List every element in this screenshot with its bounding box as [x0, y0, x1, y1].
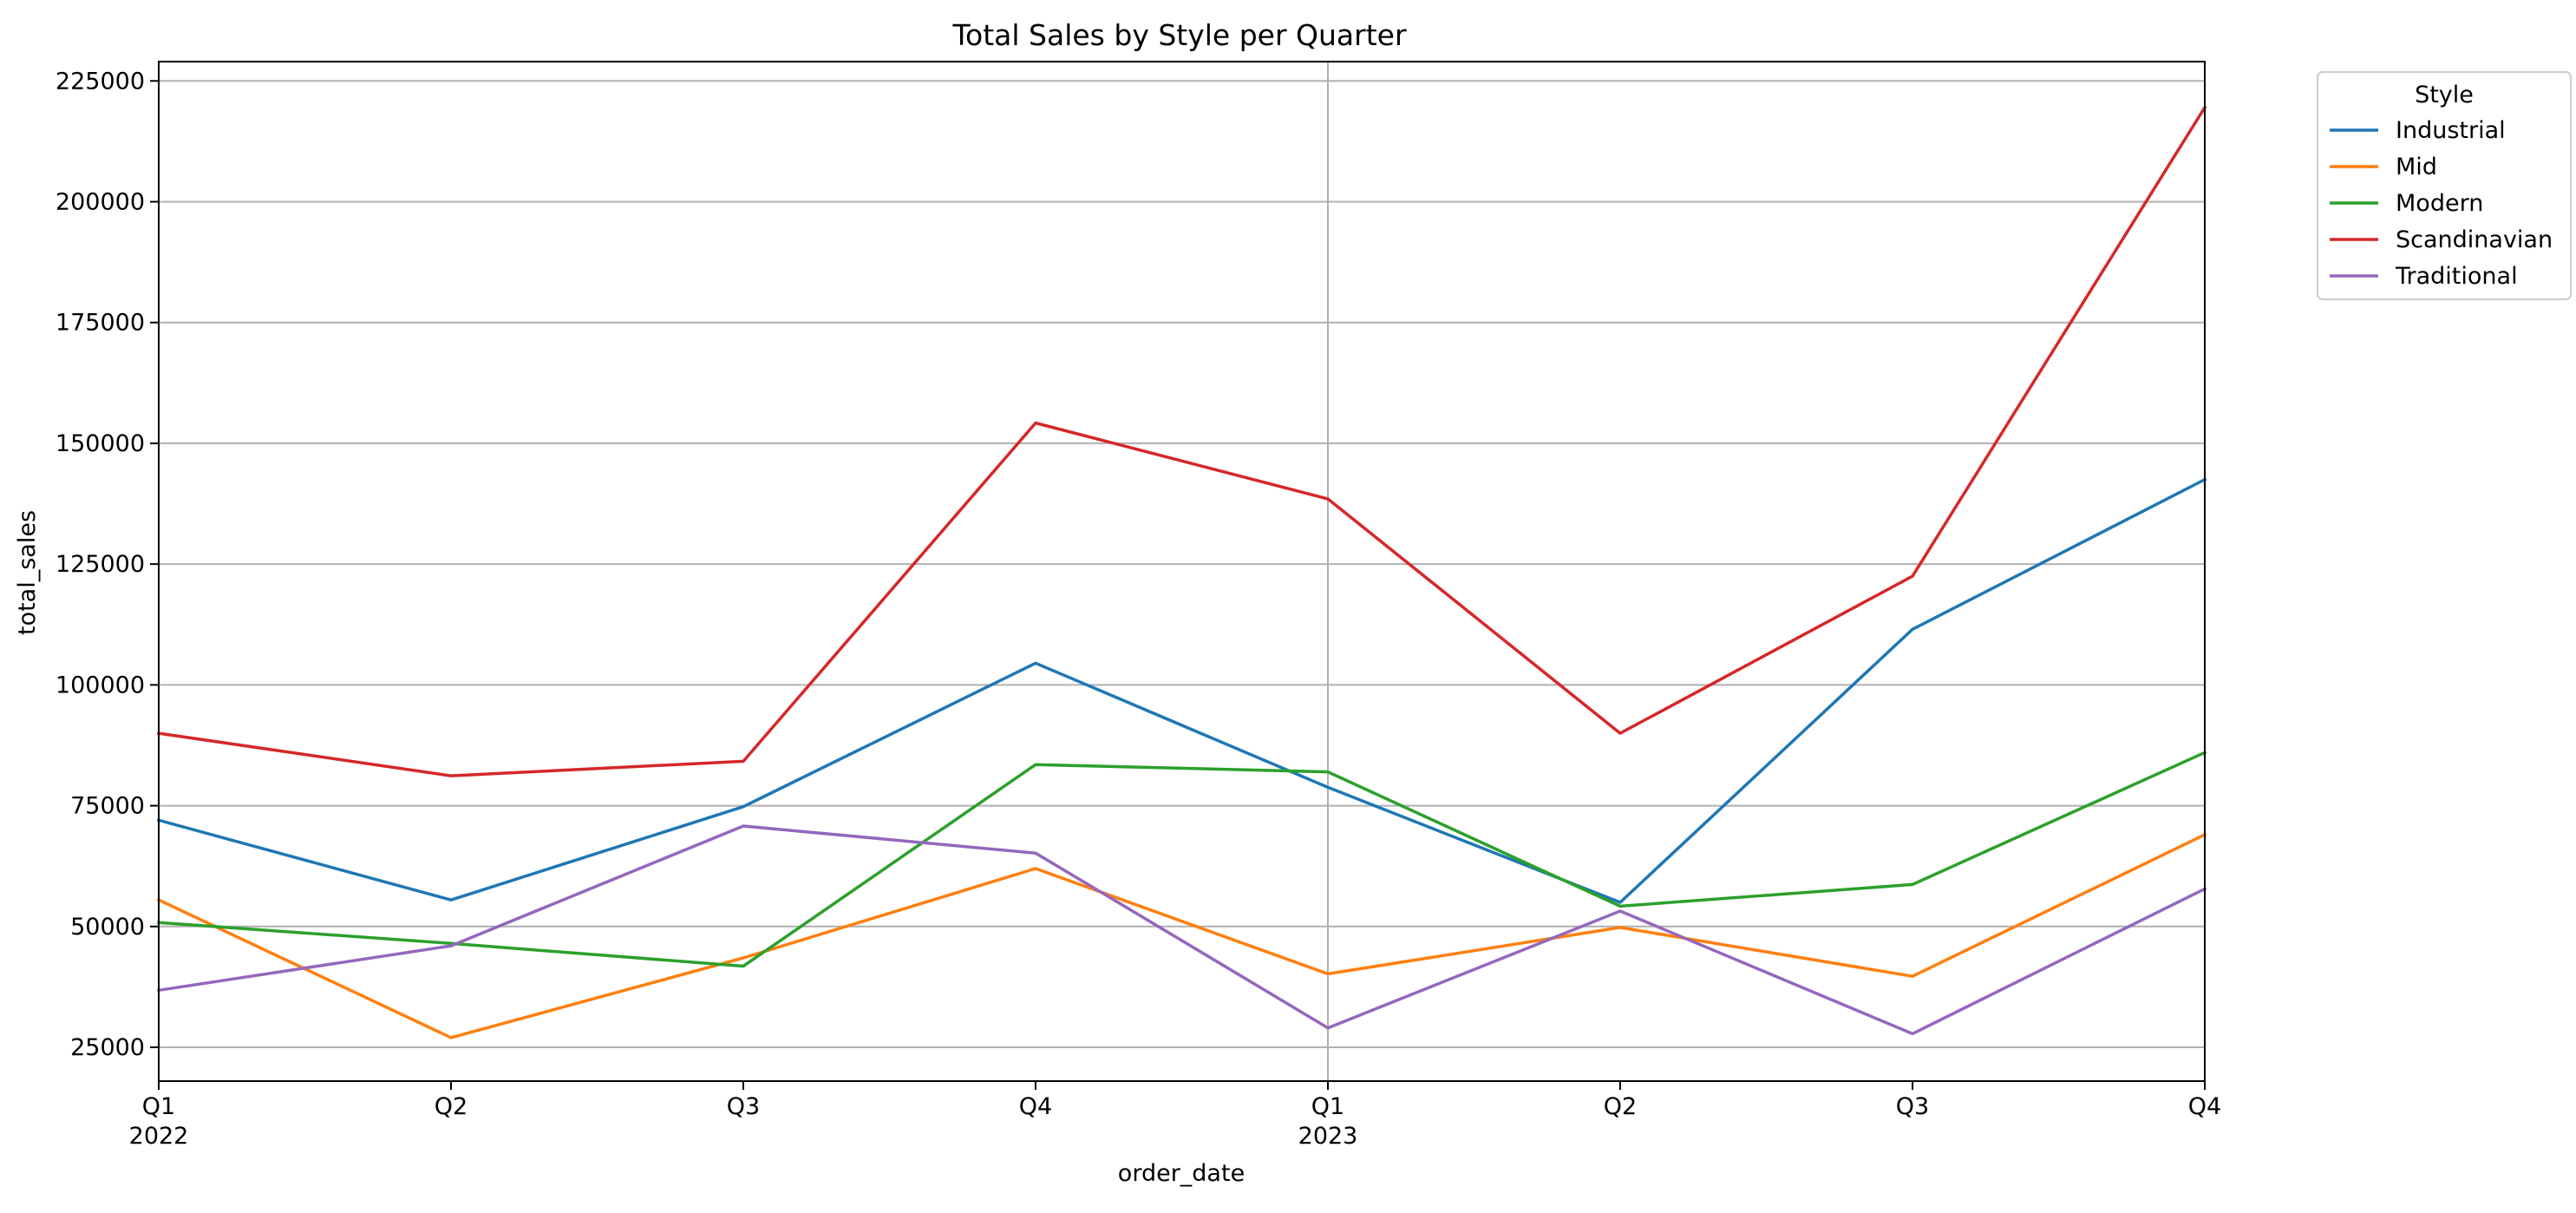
legend-item-traditional: Traditional — [2330, 263, 2518, 290]
y-tick-label: 75000 — [70, 793, 145, 820]
x-tick-label: Q3 — [727, 1093, 760, 1120]
legend-label: Industrial — [2396, 117, 2506, 144]
y-tick-label: 175000 — [56, 310, 145, 337]
x-year-label: 2023 — [1298, 1123, 1358, 1150]
y-tick-label: 50000 — [70, 914, 145, 941]
y-tick-label: 25000 — [70, 1034, 145, 1061]
y-tick-label: 100000 — [56, 672, 145, 698]
legend-item-scandinavian: Scandinavian — [2330, 226, 2553, 253]
legend-label: Modern — [2396, 190, 2483, 217]
series-line-industrial — [156, 477, 2207, 904]
x-axis-label: order_date — [1118, 1160, 1245, 1187]
legend-frame — [2317, 71, 2572, 300]
series-line-mid — [156, 832, 2207, 1039]
y-axis-label: total_sales — [14, 510, 41, 635]
x-tick-label: Q3 — [1896, 1093, 1929, 1120]
y-tick-label: 200000 — [56, 188, 145, 215]
series-line-scandinavian — [157, 105, 2207, 777]
legend: Style Industrial Mid Modern Scandinavian Tra… — [2317, 71, 2572, 300]
x-tick-label: Q4 — [2188, 1093, 2221, 1120]
chart-title: Total Sales by Style per Quarter — [951, 18, 1406, 52]
legend-item-modern: Modern — [2330, 190, 2483, 217]
y-tick-label: 125000 — [56, 551, 145, 578]
legend-item-industrial: Industrial — [2330, 117, 2506, 144]
x-axis: Q1 Q2 Q3 Q4 Q1 Q2 Q3 Q4 2022 2023 — [129, 1081, 2221, 1150]
legend-title: Style — [2415, 82, 2474, 108]
series-line-modern — [157, 750, 2207, 968]
series-layer — [156, 105, 2207, 1039]
legend-label: Traditional — [2395, 263, 2518, 290]
x-tick-label: Q1 — [142, 1093, 175, 1120]
series-line-traditional — [157, 824, 2207, 1036]
x-tick-label: Q4 — [1019, 1093, 1052, 1120]
x-tick-label: Q1 — [1311, 1093, 1344, 1120]
legend-item-mid: Mid — [2330, 154, 2437, 180]
legend-label: Mid — [2396, 154, 2437, 180]
legend-items: Industrial Mid Modern Scandinavian Tradition… — [2330, 117, 2553, 290]
x-tick-label: Q2 — [435, 1093, 467, 1120]
plot-frame — [158, 61, 2206, 1082]
y-tick-label: 225000 — [56, 68, 145, 95]
x-year-label: 2022 — [129, 1123, 189, 1150]
legend-label: Scandinavian — [2396, 226, 2553, 253]
x-tick-label: Q2 — [1604, 1093, 1637, 1120]
y-axis: 25000 50000 75000 100000 125000 150000 175000 2… — [56, 68, 159, 1061]
y-tick-label: 150000 — [56, 430, 145, 457]
